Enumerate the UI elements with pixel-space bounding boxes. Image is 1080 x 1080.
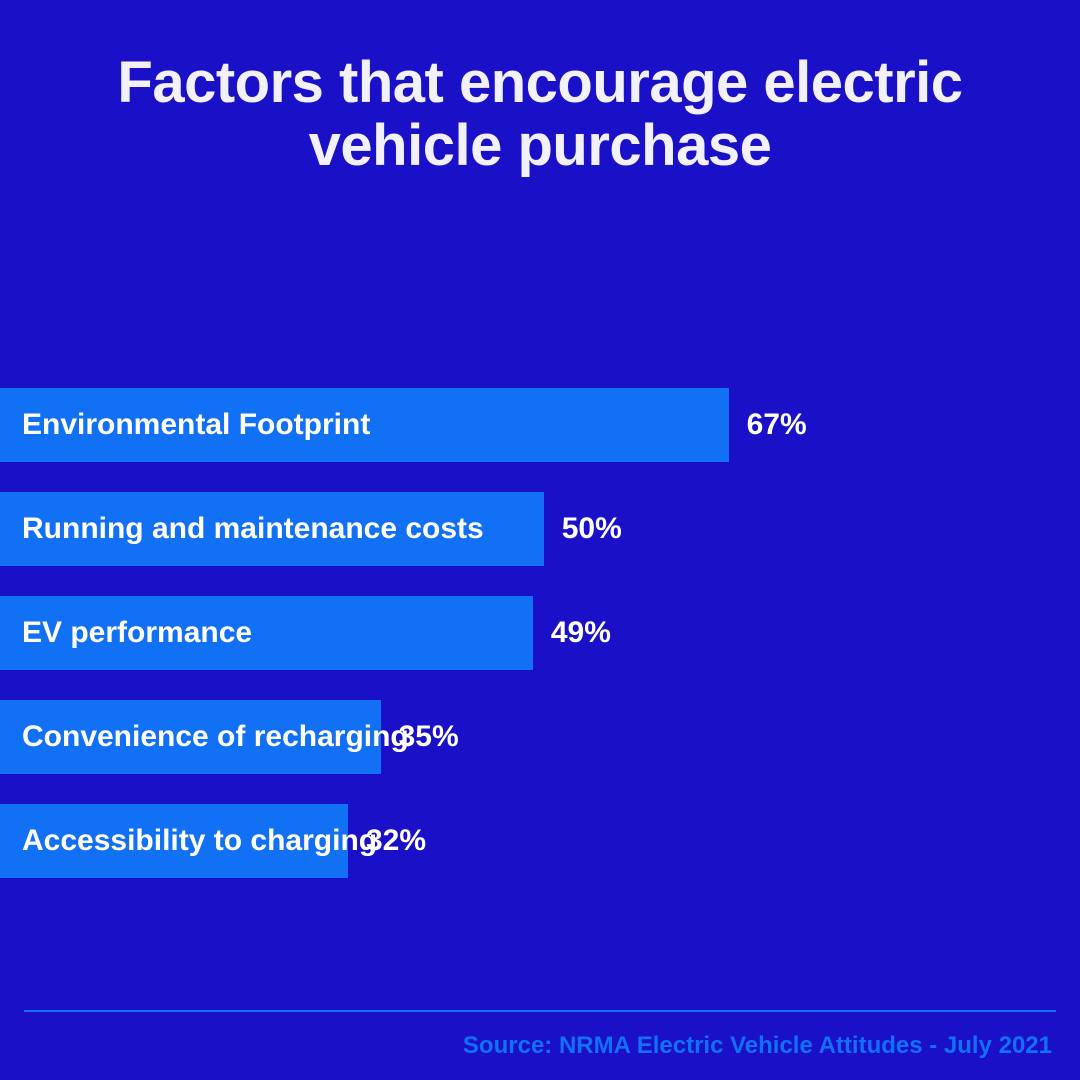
bar-label: EV performance xyxy=(22,616,252,650)
bar-chart: Environmental Footprint 67% Running and … xyxy=(0,388,1080,908)
bar-row: Running and maintenance costs 50% xyxy=(0,492,1080,566)
bar-row: Environmental Footprint 67% xyxy=(0,388,1080,462)
bar-label: Convenience of recharging xyxy=(22,720,409,754)
bar-label: Accessibility to charging xyxy=(22,824,377,858)
bar-label: Environmental Footprint xyxy=(22,408,370,442)
bar-value: 50% xyxy=(562,512,622,546)
bar-label: Running and maintenance costs xyxy=(22,512,484,546)
chart-title: Factors that encourage electric vehicle … xyxy=(0,52,1080,177)
chart-canvas: Factors that encourage electric vehicle … xyxy=(0,0,1080,1080)
bar-value: 32% xyxy=(366,824,426,858)
bar-row: Convenience of recharging 35% xyxy=(0,700,1080,774)
source-text: Source: NRMA Electric Vehicle Attitudes … xyxy=(463,1032,1052,1060)
bar-row: Accessibility to charging 32% xyxy=(0,804,1080,878)
bar-value: 67% xyxy=(747,408,807,442)
bar-value: 49% xyxy=(551,616,611,650)
bar-row: EV performance 49% xyxy=(0,596,1080,670)
bar-value: 35% xyxy=(399,720,459,754)
footer-rule xyxy=(24,1010,1056,1012)
